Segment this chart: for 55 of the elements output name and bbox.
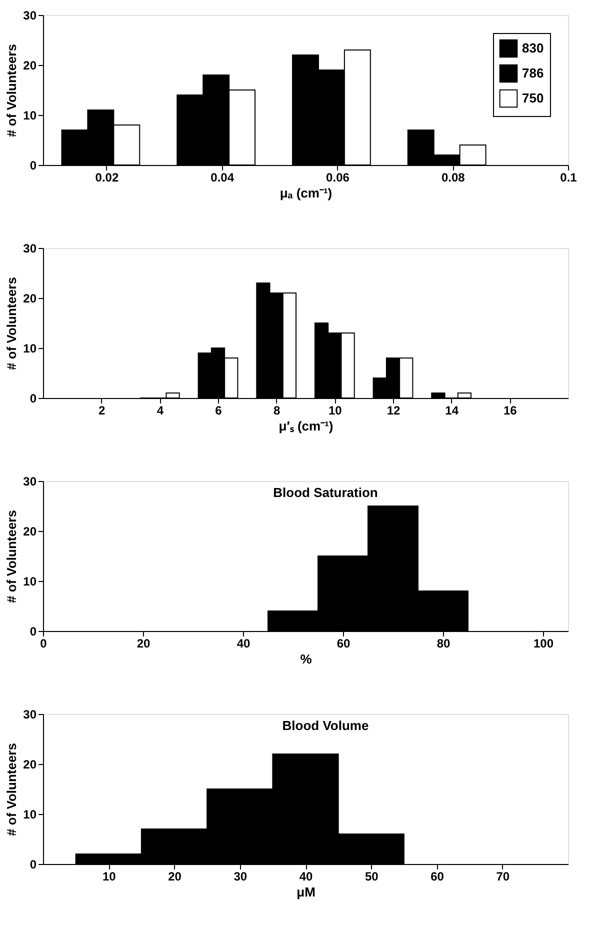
y-tick-label: 0 [30, 858, 37, 872]
x-tick-label: 0.1 [560, 170, 578, 184]
x-tick-label: 10 [102, 870, 116, 884]
x-axis-title: μₐ (cm⁻¹) [280, 186, 332, 200]
x-tick-label: 40 [299, 870, 313, 884]
x-tick-label: 60 [430, 870, 444, 884]
x-tick-label: 4 [156, 404, 164, 418]
x-tick-label: 80 [436, 636, 450, 650]
y-tick-label: 0 [30, 158, 37, 172]
legend-label: 830 [522, 40, 544, 56]
x-tick-label: 0.08 [441, 170, 466, 184]
chart-title: Blood Volume [282, 718, 369, 733]
x-axis-title: μM [296, 884, 316, 900]
x-tick-label: 50 [364, 870, 379, 884]
x-tick-label: 60 [336, 636, 350, 650]
x-tick-label: 2 [98, 404, 106, 418]
x-tick-label: 0.02 [95, 170, 119, 184]
x-axis-title: % [300, 652, 312, 666]
y-tick-label: 10 [23, 808, 37, 822]
legend-label: 750 [522, 90, 544, 106]
x-tick-label: 30 [234, 870, 248, 884]
legend-label: 786 [522, 66, 544, 80]
x-tick-label: 100 [533, 636, 554, 650]
y-tick-label: 30 [23, 8, 37, 22]
y-axis-title: # of Volunteers [4, 743, 20, 836]
y-axis-title: # of Volunteers [4, 277, 20, 370]
x-tick-label: 70 [496, 870, 510, 884]
x-tick-label: 20 [136, 636, 150, 650]
y-axis-title: # of Volunteers [4, 510, 20, 603]
x-tick-label: 6 [215, 404, 222, 418]
x-tick-label: 0.06 [326, 170, 350, 184]
y-tick-label: 20 [23, 758, 37, 772]
x-tick-label: 0 [40, 636, 48, 650]
chart-title: Blood Saturation [273, 485, 378, 500]
y-tick-label: 10 [23, 108, 37, 122]
x-tick-label: 14 [445, 404, 459, 418]
y-tick-label: 20 [23, 58, 37, 72]
x-tick-label: 20 [168, 870, 182, 884]
y-tick-label: 0 [30, 392, 37, 406]
y-tick-label: 10 [23, 574, 37, 588]
y-tick-label: 30 [23, 474, 37, 488]
y-tick-label: 20 [23, 292, 37, 306]
x-tick-label: 0.04 [210, 170, 234, 184]
x-tick-label: 10 [328, 404, 342, 418]
y-tick-label: 0 [30, 624, 37, 638]
y-tick-label: 30 [23, 708, 37, 722]
y-tick-label: 20 [23, 524, 37, 538]
x-tick-label: 16 [503, 404, 518, 418]
x-axis-title: μ′ₛ (cm⁻¹) [278, 418, 334, 434]
y-tick-label: 10 [23, 342, 37, 356]
x-tick-label: 8 [273, 404, 280, 418]
y-axis-title: # of Volunteers [4, 44, 20, 137]
x-tick-label: 40 [236, 636, 250, 650]
x-tick-label: 12 [386, 404, 400, 418]
y-tick-label: 30 [23, 242, 37, 256]
